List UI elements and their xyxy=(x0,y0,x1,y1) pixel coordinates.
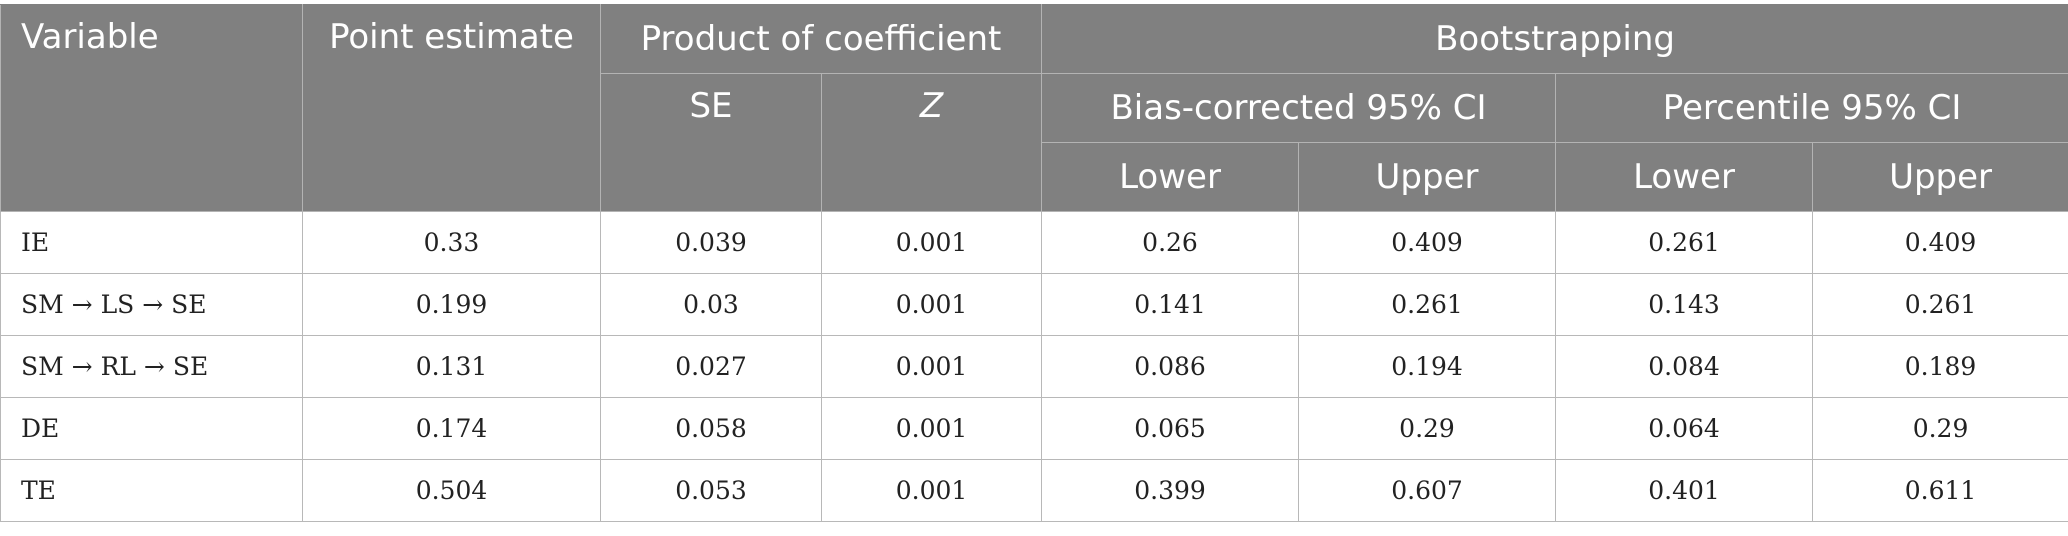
cell-point-estimate: 0.199 xyxy=(302,273,601,336)
cell-se: 0.053 xyxy=(600,459,822,522)
header-product-of-coefficient: Product of coefficient xyxy=(599,4,1043,74)
cell-variable: TE xyxy=(0,459,303,522)
cell-z: 0.001 xyxy=(820,211,1043,274)
header-percentile-ci: Percentile 95% CI xyxy=(1555,73,2068,143)
table-row: SM → RL → SE 0.131 0.027 0.001 0.086 0.1… xyxy=(0,335,2068,398)
table-body: IE 0.33 0.039 0.001 0.26 0.409 0.261 0.4… xyxy=(0,211,2068,522)
cell-p-upper: 0.29 xyxy=(1812,397,2068,460)
table-header: Variable Point estimate Product of coeff… xyxy=(0,4,2068,212)
table-row: DE 0.174 0.058 0.001 0.065 0.29 0.064 0.… xyxy=(0,397,2068,460)
cell-z: 0.001 xyxy=(820,459,1043,522)
cell-point-estimate: 0.131 xyxy=(302,335,601,398)
cell-p-upper: 0.409 xyxy=(1812,211,2068,274)
table-row: TE 0.504 0.053 0.001 0.399 0.607 0.401 0… xyxy=(0,459,2068,522)
cell-bc-lower: 0.065 xyxy=(1041,397,1300,460)
header-point-estimate: Point estimate xyxy=(302,4,601,212)
cell-p-upper: 0.261 xyxy=(1812,273,2068,336)
header-se: SE xyxy=(600,73,822,212)
cell-bc-lower: 0.26 xyxy=(1041,211,1300,274)
cell-p-upper: 0.611 xyxy=(1812,459,2068,522)
cell-z: 0.001 xyxy=(820,273,1043,336)
table-row: SM → LS → SE 0.199 0.03 0.001 0.141 0.26… xyxy=(0,273,2068,336)
cell-bc-upper: 0.194 xyxy=(1298,335,1557,398)
cell-p-upper: 0.189 xyxy=(1812,335,2068,398)
header-bias-corrected-ci: Bias-corrected 95% CI xyxy=(1041,73,1557,143)
header-variable: Variable xyxy=(0,4,303,212)
cell-p-lower: 0.401 xyxy=(1555,459,1814,522)
cell-se: 0.058 xyxy=(600,397,822,460)
header-row-3: Lower Upper Lower Upper xyxy=(1,142,2068,212)
cell-bc-lower: 0.086 xyxy=(1041,335,1300,398)
cell-point-estimate: 0.504 xyxy=(302,459,601,522)
cell-bc-lower: 0.399 xyxy=(1041,459,1300,522)
cell-variable: SM → RL → SE xyxy=(0,335,303,398)
header-bootstrapping: Bootstrapping xyxy=(1041,4,2068,74)
table-row: IE 0.33 0.039 0.001 0.26 0.409 0.261 0.4… xyxy=(0,211,2068,274)
cell-variable: DE xyxy=(0,397,303,460)
header-bc-upper: Upper xyxy=(1298,142,1557,212)
cell-z: 0.001 xyxy=(820,397,1043,460)
cell-point-estimate: 0.33 xyxy=(302,211,601,274)
header-bc-lower: Lower xyxy=(1041,142,1300,212)
cell-bc-upper: 0.29 xyxy=(1298,397,1557,460)
cell-p-lower: 0.064 xyxy=(1555,397,1814,460)
cell-bc-upper: 0.607 xyxy=(1298,459,1557,522)
results-table-container: Variable Point estimate Product of coeff… xyxy=(0,4,2068,522)
cell-p-lower: 0.143 xyxy=(1555,273,1814,336)
header-row-2: SE Z Bias-corrected 95% CI Percentile 95… xyxy=(1,73,2068,212)
cell-variable: SM → LS → SE xyxy=(0,273,303,336)
cell-bc-lower: 0.141 xyxy=(1041,273,1300,336)
mediation-results-table: Variable Point estimate Product of coeff… xyxy=(0,4,2068,522)
cell-bc-upper: 0.261 xyxy=(1298,273,1557,336)
header-row-1: Variable Point estimate Product of coeff… xyxy=(0,4,2068,212)
cell-se: 0.039 xyxy=(600,211,822,274)
cell-variable: IE xyxy=(0,211,303,274)
cell-se: 0.03 xyxy=(600,273,822,336)
cell-se: 0.027 xyxy=(600,335,822,398)
header-p-lower: Lower xyxy=(1555,142,1814,212)
cell-z: 0.001 xyxy=(820,335,1043,398)
cell-p-lower: 0.084 xyxy=(1555,335,1814,398)
cell-bc-upper: 0.409 xyxy=(1298,211,1557,274)
header-z: Z xyxy=(820,73,1043,212)
header-p-upper: Upper xyxy=(1812,142,2068,212)
cell-point-estimate: 0.174 xyxy=(302,397,601,460)
cell-p-lower: 0.261 xyxy=(1555,211,1814,274)
